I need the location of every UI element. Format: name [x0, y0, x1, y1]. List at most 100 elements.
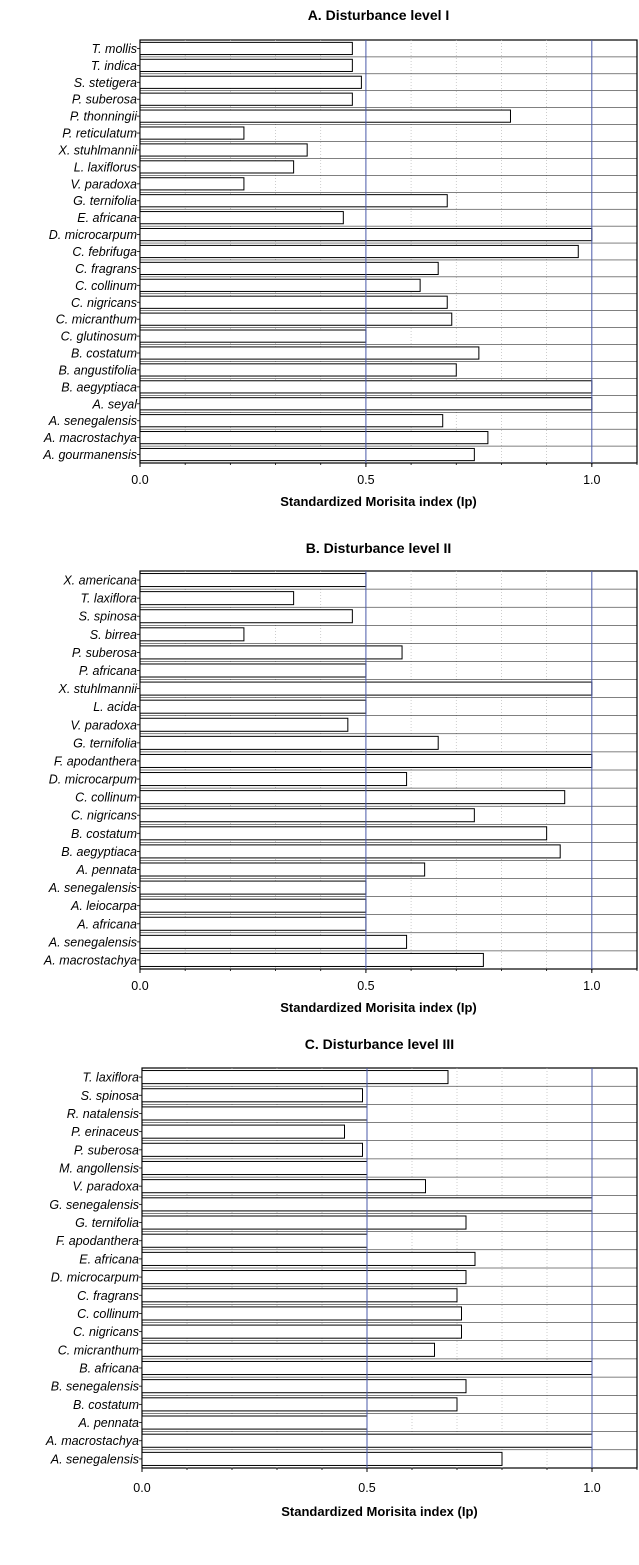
category-label: P. erinaceus — [71, 1125, 139, 1139]
bar — [139, 109, 511, 123]
category-label: D. microcarpum — [49, 773, 137, 787]
bar — [141, 1415, 368, 1430]
category-label: B. angustifolia — [58, 363, 137, 377]
category-label: T. laxiflora — [80, 592, 137, 606]
category-label: G. ternifolia — [73, 736, 137, 750]
bar — [139, 346, 480, 360]
chart-panel-2: C. Disturbance level III T. laxiflora S. s… — [45, 1036, 638, 1519]
bar — [139, 261, 439, 276]
bar — [141, 1251, 476, 1266]
bar — [141, 1142, 363, 1157]
category-label: A. africana — [76, 917, 137, 931]
bar — [141, 1324, 462, 1339]
category-label: C. fragrans — [77, 1289, 139, 1303]
category-label: P. suberosa — [72, 646, 137, 660]
category-label: E. africana — [77, 211, 137, 225]
bar — [141, 1215, 467, 1230]
x-tick-label: 0.0 — [133, 1481, 150, 1495]
category-label: T. indica — [91, 59, 137, 73]
category-label: G. senegalensis — [49, 1198, 139, 1212]
category-label: L. acida — [93, 700, 137, 714]
bar — [141, 1451, 503, 1466]
x-axis-label: Standardized Morisita index (Ip) — [281, 1504, 477, 1519]
chart-title: C. Disturbance level III — [305, 1036, 454, 1052]
category-label: E. africana — [79, 1252, 139, 1266]
category-label: P. reticulatum — [62, 127, 137, 141]
bar — [141, 1379, 467, 1394]
category-label: A. senegalensis — [48, 881, 137, 895]
category-label: D. microcarpum — [49, 228, 137, 242]
category-label: P. suberosa — [74, 1143, 139, 1157]
category-label: M. angollensis — [59, 1162, 139, 1176]
category-label: V. paradoxa — [73, 1180, 140, 1194]
category-label: C. nigricans — [71, 296, 137, 310]
category-label: A. senegalensis — [50, 1452, 139, 1466]
x-tick-label: 0.5 — [357, 473, 374, 487]
category-label: C. collinum — [77, 1307, 139, 1321]
bar — [139, 312, 453, 326]
x-tick-label: 1.0 — [583, 979, 600, 993]
category-label: C. nigricans — [73, 1325, 139, 1339]
bar — [141, 1179, 426, 1194]
bar — [141, 1306, 462, 1321]
bar — [139, 573, 367, 588]
bar — [141, 1070, 449, 1085]
category-label: S. birrea — [90, 628, 137, 642]
category-label: X. americana — [62, 574, 137, 588]
category-label: X. stuhlmannii — [57, 682, 138, 696]
category-label: T. mollis — [92, 42, 137, 56]
bar — [139, 790, 566, 805]
bar — [139, 772, 408, 787]
bar — [141, 1088, 363, 1103]
bar — [139, 952, 484, 967]
bar — [139, 826, 548, 841]
chart-title: B. Disturbance level II — [306, 540, 452, 556]
bar — [139, 447, 475, 462]
category-label: C. collinum — [75, 791, 137, 805]
category-label: P. africana — [79, 664, 137, 678]
bar — [141, 1106, 368, 1121]
category-label: A. seyal — [92, 397, 139, 411]
category-label: A. leiocarpa — [70, 899, 137, 913]
category-label: P. suberosa — [72, 93, 137, 107]
category-label: R. natalensis — [67, 1107, 139, 1121]
bar — [139, 862, 426, 877]
bar — [139, 295, 448, 309]
bar — [141, 1160, 368, 1176]
bar — [139, 41, 353, 56]
category-label: C. fragrans — [75, 262, 137, 276]
category-label: A. macrostachya — [43, 953, 137, 967]
category-label: A. pennata — [76, 863, 138, 877]
bar — [139, 663, 367, 678]
category-label: G. ternifolia — [75, 1216, 139, 1230]
bar — [139, 898, 367, 913]
category-label: A. gourmanensis — [42, 448, 137, 462]
category-label: B. aegyptiaca — [61, 380, 137, 394]
category-label: B. costatum — [71, 347, 137, 361]
category-label: V. paradoxa — [71, 718, 138, 732]
category-label: B. senegalensis — [51, 1380, 139, 1394]
x-tick-label: 0.0 — [131, 979, 148, 993]
bar — [141, 1288, 458, 1303]
bar — [141, 1233, 368, 1248]
x-axis-label: Standardized Morisita index (Ip) — [280, 494, 476, 509]
chart-panel-0: A. Disturbance level I T. mollis T. indica… — [42, 7, 638, 509]
x-axis-label: Standardized Morisita index (Ip) — [280, 1000, 476, 1015]
bar — [141, 1397, 458, 1412]
category-label: F. apodanthera — [54, 754, 137, 768]
bar — [139, 735, 439, 750]
bar — [139, 244, 579, 259]
bar — [139, 58, 353, 72]
category-label: C. micranthum — [58, 1343, 139, 1357]
category-label: D. microcarpum — [51, 1271, 139, 1285]
bar — [139, 934, 408, 949]
bar — [139, 591, 295, 606]
x-tick-label: 1.0 — [583, 1481, 600, 1495]
category-label: C. micranthum — [56, 313, 137, 327]
category-label: S. spinosa — [79, 610, 137, 624]
category-label: A. senegalensis — [48, 935, 137, 949]
bar — [141, 1124, 345, 1139]
bar — [139, 363, 457, 377]
